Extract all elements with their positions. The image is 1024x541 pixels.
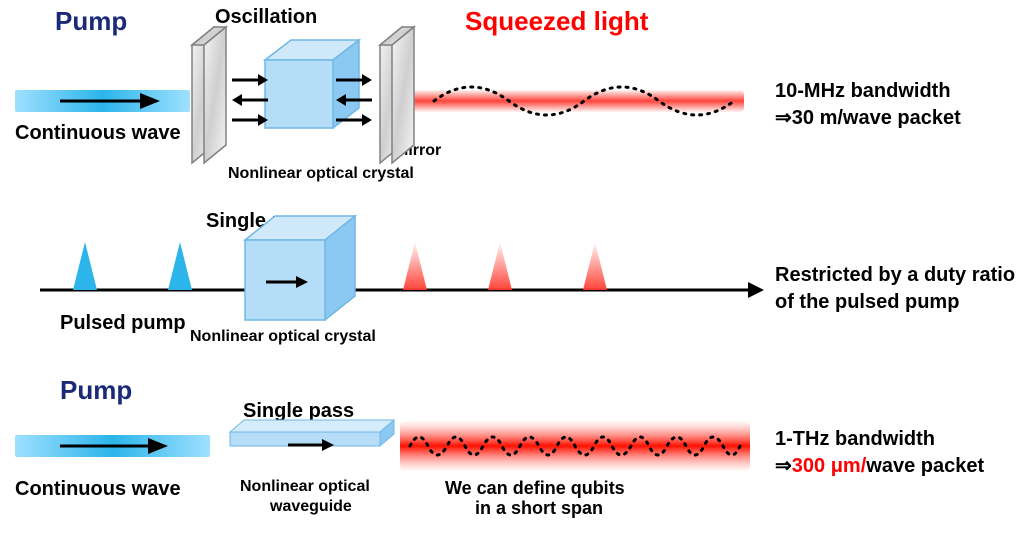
row3-side-line2: ⇒300 μm/wave packet bbox=[775, 453, 984, 480]
row3-side-text: 1-THz bandwidth ⇒300 μm/wave packet bbox=[775, 426, 984, 480]
diagram-root: Pump Squeezed light Oscillation Continuo… bbox=[0, 0, 1024, 541]
row3-side-line1: 1-THz bandwidth bbox=[775, 426, 984, 453]
waveguide bbox=[230, 420, 394, 446]
